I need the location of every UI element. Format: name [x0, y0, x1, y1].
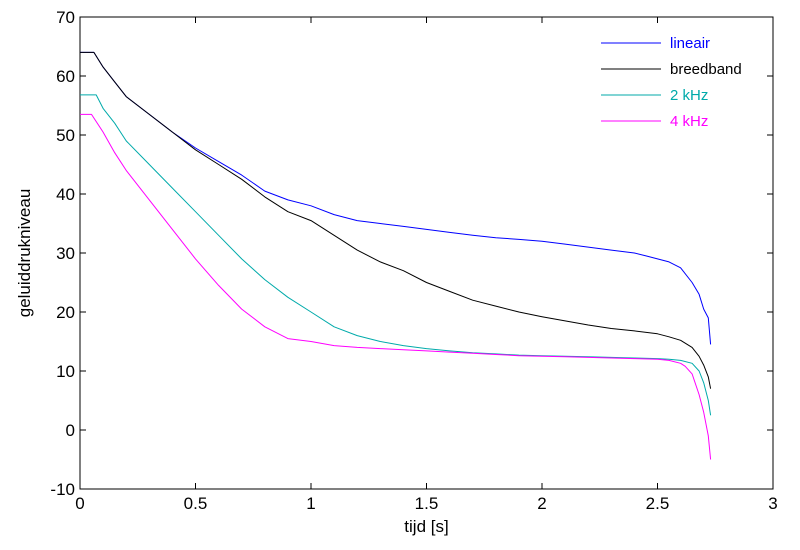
series-lines [80, 51, 712, 460]
x-tick-label: 0 [75, 494, 84, 513]
legend: lineair breedband 2 kHz 4 kHz [601, 35, 742, 130]
legend-label: 4 kHz [670, 113, 708, 130]
x-tick-label: 1 [306, 494, 315, 513]
y-tick-label: 60 [56, 67, 75, 86]
y-axis-label: geluiddrukniveau [15, 189, 34, 318]
x-tick-label: 2 [537, 494, 546, 513]
legend-label: 2 kHz [670, 87, 708, 104]
x-tick-label: 3 [768, 494, 777, 513]
x-axis-label: tijd [s] [404, 517, 448, 536]
series-line-breedband [80, 51, 712, 389]
x-tick-label: 2.5 [646, 494, 670, 513]
y-tick-label: 30 [56, 244, 75, 263]
y-tick-label: 40 [56, 185, 75, 204]
plot-area [79, 16, 774, 490]
series-line-2-khz [80, 94, 712, 416]
x-tick-label: 0.5 [184, 494, 208, 513]
series-line-4-khz [80, 113, 712, 460]
y-tick-label: 20 [56, 303, 75, 322]
y-tick-label: 0 [66, 421, 75, 440]
legend-label: breedband [670, 61, 742, 78]
y-tick-label: -10 [50, 480, 75, 499]
x-tick-label: 1.5 [415, 494, 439, 513]
y-tick-label: 70 [56, 8, 75, 27]
legend-label: lineair [670, 35, 710, 52]
y-tick-label: 10 [56, 362, 75, 381]
y-tick-label: 50 [56, 126, 75, 145]
